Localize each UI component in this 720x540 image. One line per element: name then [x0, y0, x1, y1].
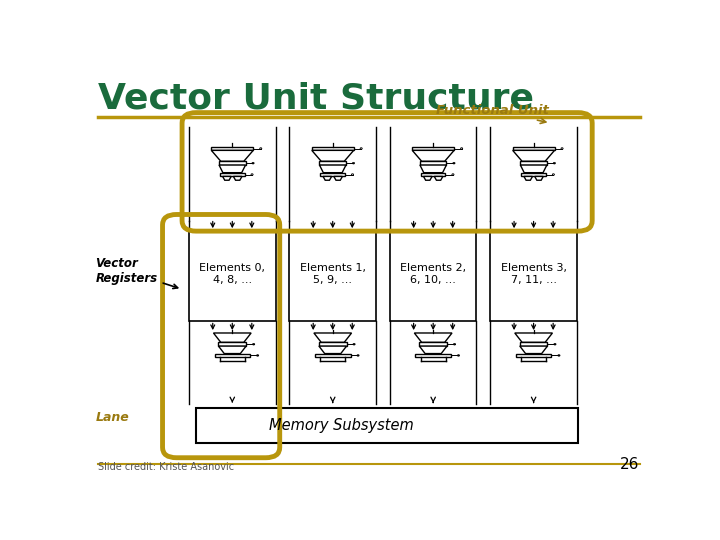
Polygon shape: [233, 177, 242, 180]
Polygon shape: [218, 346, 246, 354]
Bar: [513, 147, 554, 150]
Polygon shape: [513, 150, 554, 161]
Polygon shape: [213, 333, 251, 342]
Bar: [215, 354, 250, 357]
Text: Elements 2,
6, 10, ...: Elements 2, 6, 10, ...: [400, 263, 467, 285]
Bar: [520, 342, 547, 346]
Text: Elements 1,
5, 9, ...: Elements 1, 5, 9, ...: [300, 263, 366, 285]
Polygon shape: [521, 165, 547, 173]
Text: Vector Unit Structure: Vector Unit Structure: [99, 82, 534, 116]
Bar: [413, 147, 454, 150]
Text: Functional Unit: Functional Unit: [436, 104, 549, 124]
Bar: [218, 342, 246, 346]
Bar: [196, 408, 578, 443]
Bar: [219, 161, 246, 165]
Bar: [420, 161, 446, 165]
Bar: [390, 231, 477, 321]
Bar: [312, 147, 354, 150]
Text: 26: 26: [620, 457, 639, 472]
Bar: [415, 354, 451, 357]
Text: Elements 3,
7, 11, ...: Elements 3, 7, 11, ...: [500, 263, 567, 285]
Text: Lane: Lane: [96, 411, 130, 424]
Polygon shape: [320, 165, 346, 173]
Text: Vector
Registers: Vector Registers: [96, 258, 178, 288]
Bar: [521, 161, 547, 165]
Polygon shape: [312, 150, 354, 161]
Polygon shape: [413, 150, 454, 161]
Bar: [490, 231, 577, 321]
Bar: [189, 231, 276, 321]
Bar: [289, 231, 376, 321]
Bar: [421, 173, 446, 177]
Polygon shape: [515, 333, 552, 342]
Bar: [212, 147, 253, 150]
Bar: [521, 173, 546, 177]
Polygon shape: [419, 346, 447, 354]
Bar: [419, 342, 447, 346]
Bar: [220, 173, 245, 177]
Bar: [320, 173, 345, 177]
Polygon shape: [222, 177, 231, 180]
Polygon shape: [524, 177, 533, 180]
Polygon shape: [423, 177, 432, 180]
Polygon shape: [219, 165, 246, 173]
Text: Memory Subsystem: Memory Subsystem: [269, 418, 414, 433]
Text: Elements 0,
4, 8, ...: Elements 0, 4, 8, ...: [199, 263, 265, 285]
Bar: [319, 342, 346, 346]
Bar: [516, 354, 552, 357]
Text: Slide credit: Kriste Asanovic: Slide credit: Kriste Asanovic: [99, 462, 235, 472]
Polygon shape: [535, 177, 544, 180]
Polygon shape: [520, 346, 547, 354]
Polygon shape: [314, 333, 351, 342]
Polygon shape: [323, 177, 332, 180]
Polygon shape: [420, 165, 446, 173]
Polygon shape: [212, 150, 253, 161]
Polygon shape: [434, 177, 443, 180]
Polygon shape: [334, 177, 343, 180]
Polygon shape: [414, 333, 452, 342]
Bar: [315, 354, 351, 357]
Bar: [320, 161, 346, 165]
Polygon shape: [319, 346, 346, 354]
